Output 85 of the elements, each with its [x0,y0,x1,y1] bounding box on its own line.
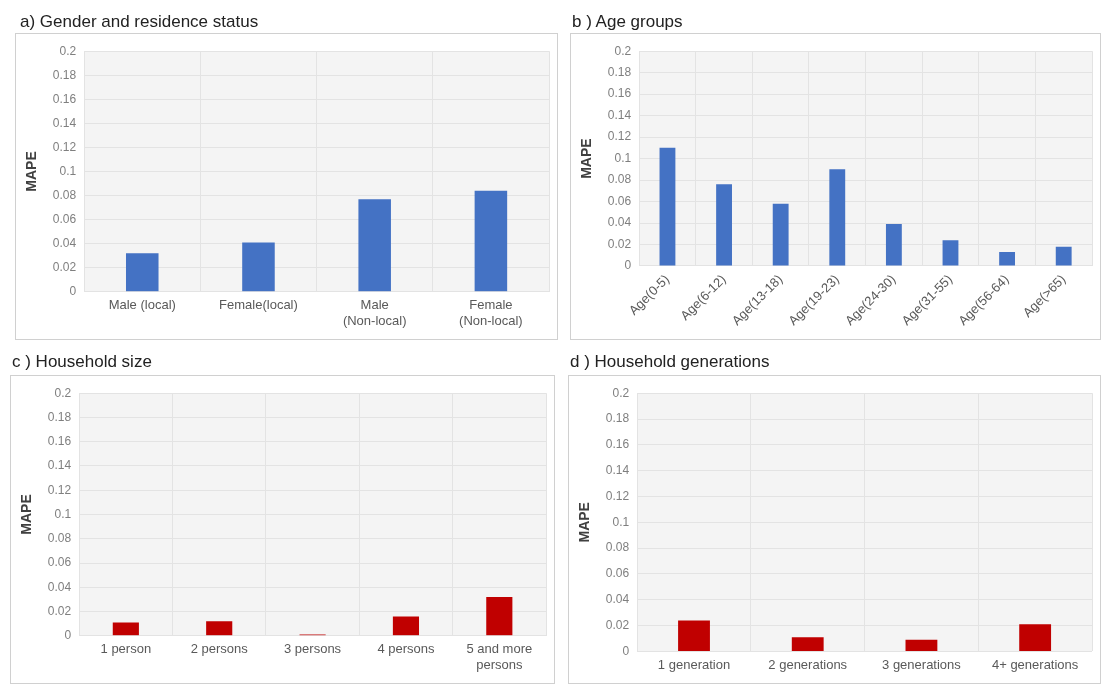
y-tick-label: 0.06 [47,555,72,570]
y-tick-label: 0.12 [605,488,630,503]
x-tick-label: 2 generations [768,656,848,672]
x-tick-label: Female (Non-local) [459,297,523,328]
bar [905,639,938,651]
y-tick-label: 0.08 [607,172,632,187]
y-tick-label: 0.04 [607,215,632,230]
y-tick-label: 0.02 [47,603,72,618]
x-tick-label: 4+ generations [991,656,1079,672]
bar [999,252,1016,266]
y-tick-label: 0.06 [605,566,630,581]
y-tick-label: 0.02 [52,260,77,275]
y-tick-label: 0.18 [607,64,632,79]
bar [885,224,902,266]
x-tick-label: Male (Non-local) [342,297,407,328]
y-tick-label: 0.08 [47,531,72,546]
bar [1019,624,1052,651]
y-tick-label: 0.12 [47,482,72,497]
x-tick-label: 2 persons [190,641,249,657]
x-tick-label: 3 persons [284,641,342,657]
y-tick-label: 0.12 [607,129,632,144]
chart-title: d ) Household generations [570,352,770,372]
y-tick-label: 0.04 [52,235,77,250]
bar [358,199,391,292]
bar [678,620,710,651]
y-axis-title: MAPE [576,502,593,543]
y-tick-label: 0.2 [54,385,72,400]
y-tick-label: 0 [64,628,72,643]
chart-title: b ) Age groups [572,12,683,32]
y-tick-label: 0.14 [607,107,632,122]
y-tick-label: 0.04 [47,579,72,594]
x-tick-label: 1 person [100,641,152,657]
y-tick-label: 0.16 [52,91,77,106]
y-tick-label: 0.2 [612,385,630,400]
y-tick-label: 0 [622,643,630,658]
y-axis-title: MAPE [578,138,595,179]
bar [206,621,233,636]
y-tick-label: 0.08 [605,540,630,555]
y-tick-label: 0.16 [605,437,630,452]
y-tick-label: 0.04 [605,592,630,607]
y-tick-label: 0.1 [54,506,72,521]
bar [112,622,139,636]
bar [791,637,824,651]
y-axis-title: MAPE [18,494,35,535]
bar [474,190,508,292]
y-tick-label: 0.1 [612,514,630,529]
y-tick-label: 0.06 [52,211,77,226]
bar [125,253,159,292]
bar [716,184,732,266]
bar [1055,246,1072,266]
y-tick-label: 0.18 [47,409,72,424]
bar [659,147,676,266]
y-tick-label: 0.2 [614,43,632,58]
bar [772,203,789,266]
y-tick-label: 0.02 [607,236,632,251]
y-tick-label: 0.14 [605,462,630,477]
y-tick-label: 0.18 [605,411,630,426]
bar [242,242,275,292]
x-tick-label: Male (local) [108,297,176,313]
x-tick-label: 5 and more persons [466,641,533,672]
y-tick-label: 0.1 [614,150,632,165]
y-tick-label: 0.06 [607,193,632,208]
chart-title: c ) Household size [12,352,152,372]
chart-title: a) Gender and residence status [20,12,259,32]
bar [829,169,846,266]
y-tick-label: 0 [624,258,632,273]
x-tick-label: Female(local) [219,297,298,313]
x-tick-label: 3 generations [882,656,962,672]
y-tick-label: 0.14 [52,115,77,130]
y-tick-label: 0.1 [59,163,77,178]
y-tick-label: 0 [69,284,77,299]
y-tick-label: 0.16 [47,434,72,449]
y-tick-label: 0.08 [52,187,77,202]
bar [942,240,959,266]
bar [486,596,513,636]
y-tick-label: 0.02 [605,617,630,632]
y-tick-label: 0.14 [47,458,72,473]
y-axis-title: MAPE [23,151,40,192]
y-tick-label: 0.16 [607,86,632,101]
bar [392,616,420,636]
y-tick-label: 0.12 [52,139,77,154]
x-tick-label: 1 generation [657,656,731,672]
y-tick-label: 0.2 [59,43,77,58]
x-tick-label: 4 persons [377,641,435,657]
y-tick-label: 0.18 [52,67,77,82]
